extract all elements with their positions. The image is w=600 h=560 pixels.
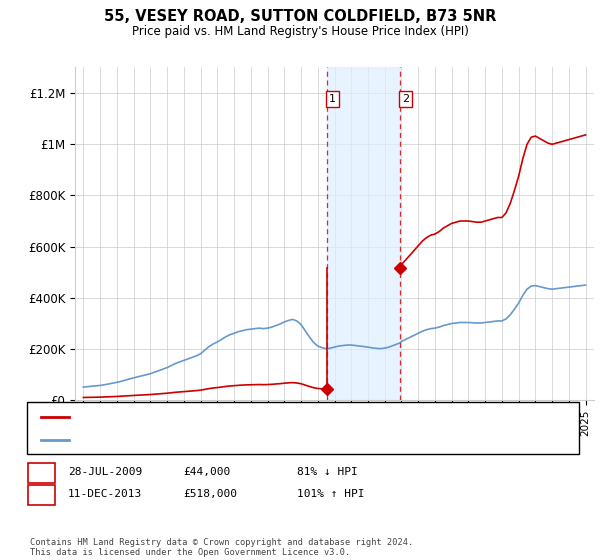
Bar	[328, 67, 400, 400]
Text: 28-JUL-2009: 28-JUL-2009	[68, 466, 142, 477]
Text: 81% ↓ HPI: 81% ↓ HPI	[297, 466, 358, 477]
Text: 101% ↑ HPI: 101% ↑ HPI	[297, 489, 365, 499]
Text: 11-DEC-2013: 11-DEC-2013	[68, 489, 142, 499]
Text: HPI: Average price, detached house, Birmingham: HPI: Average price, detached house, Birm…	[75, 435, 362, 445]
Text: Price paid vs. HM Land Registry's House Price Index (HPI): Price paid vs. HM Land Registry's House …	[131, 25, 469, 38]
Text: Contains HM Land Registry data © Crown copyright and database right 2024.
This d: Contains HM Land Registry data © Crown c…	[30, 538, 413, 557]
Text: 2: 2	[402, 94, 409, 104]
Text: 2: 2	[38, 487, 45, 501]
Text: 55, VESEY ROAD, SUTTON COLDFIELD, B73 5NR (detached house): 55, VESEY ROAD, SUTTON COLDFIELD, B73 5N…	[75, 412, 437, 422]
Text: 1: 1	[38, 465, 45, 478]
Text: 1: 1	[329, 94, 336, 104]
Text: £518,000: £518,000	[183, 489, 237, 499]
Text: 55, VESEY ROAD, SUTTON COLDFIELD, B73 5NR: 55, VESEY ROAD, SUTTON COLDFIELD, B73 5N…	[104, 9, 496, 24]
Text: £44,000: £44,000	[183, 466, 230, 477]
